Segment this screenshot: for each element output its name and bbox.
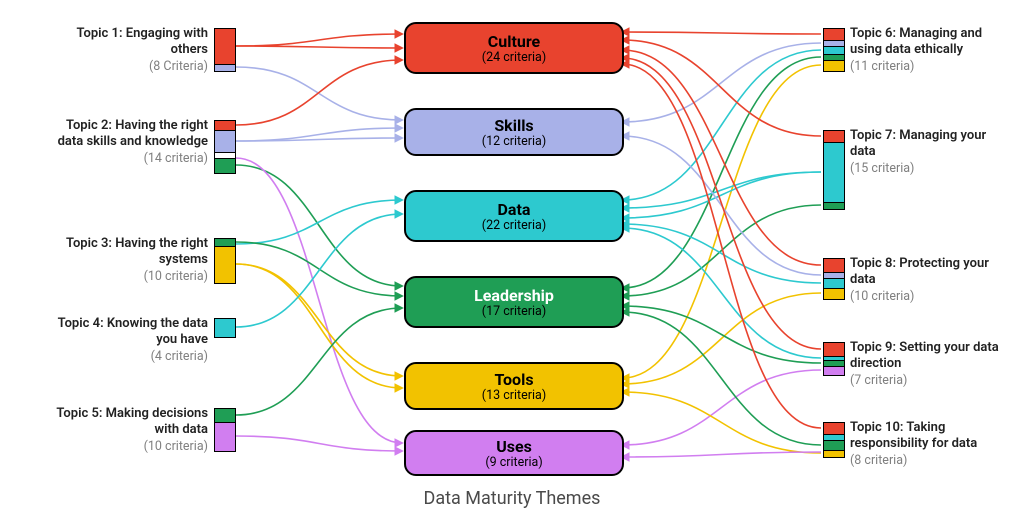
- theme-uses: Uses(9 criteria): [404, 430, 624, 476]
- topic-label: Topic 9: Setting your data direction(7 c…: [850, 340, 1015, 388]
- topic-label: Topic 2: Having the right data skills an…: [48, 118, 208, 166]
- topic-chip: [823, 60, 845, 72]
- theme-skills: Skills(12 criteria): [404, 108, 624, 156]
- topic-label: Topic 1: Engaging with others(8 Criteria…: [48, 26, 208, 74]
- topic-chip: [823, 288, 845, 300]
- topic-chip: [214, 28, 236, 66]
- topic-chip: [823, 142, 845, 204]
- theme-culture: Culture(24 criteria): [404, 22, 624, 74]
- topic-label: Topic 10: Taking responsibility for data…: [850, 420, 1015, 468]
- data-maturity-diagram: Culture(24 criteria) Skills(12 criteria) D…: [0, 0, 1024, 524]
- topic-chip: [214, 422, 236, 452]
- topic-label: Topic 4: Knowing the data you have(4 cri…: [48, 316, 208, 364]
- caption: Data Maturity Themes: [0, 488, 1024, 509]
- topic-chip: [214, 318, 236, 338]
- topic-label: Topic 8: Protecting your data(10 criteri…: [850, 256, 1015, 304]
- topic-chip: [214, 64, 236, 72]
- topic-chip: [214, 158, 236, 174]
- topic-label: Topic 5: Making decisions with data(10 c…: [48, 406, 208, 454]
- topic-label: Topic 3: Having the right systems(10 cri…: [48, 236, 208, 284]
- topic-label: Topic 7: Managing your data(15 criteria): [850, 128, 1015, 176]
- topic-chip: [214, 246, 236, 284]
- topic-label: Topic 6: Managing and using data ethical…: [850, 26, 1015, 74]
- topic-chip: [823, 366, 845, 376]
- theme-tools: Tools(13 criteria): [404, 362, 624, 410]
- theme-data: Data(22 criteria): [404, 190, 624, 242]
- topic-chip: [214, 130, 236, 154]
- theme-leadership: Leadership(17 criteria): [404, 276, 624, 328]
- topic-chip: [823, 450, 845, 458]
- topic-chip: [823, 202, 845, 210]
